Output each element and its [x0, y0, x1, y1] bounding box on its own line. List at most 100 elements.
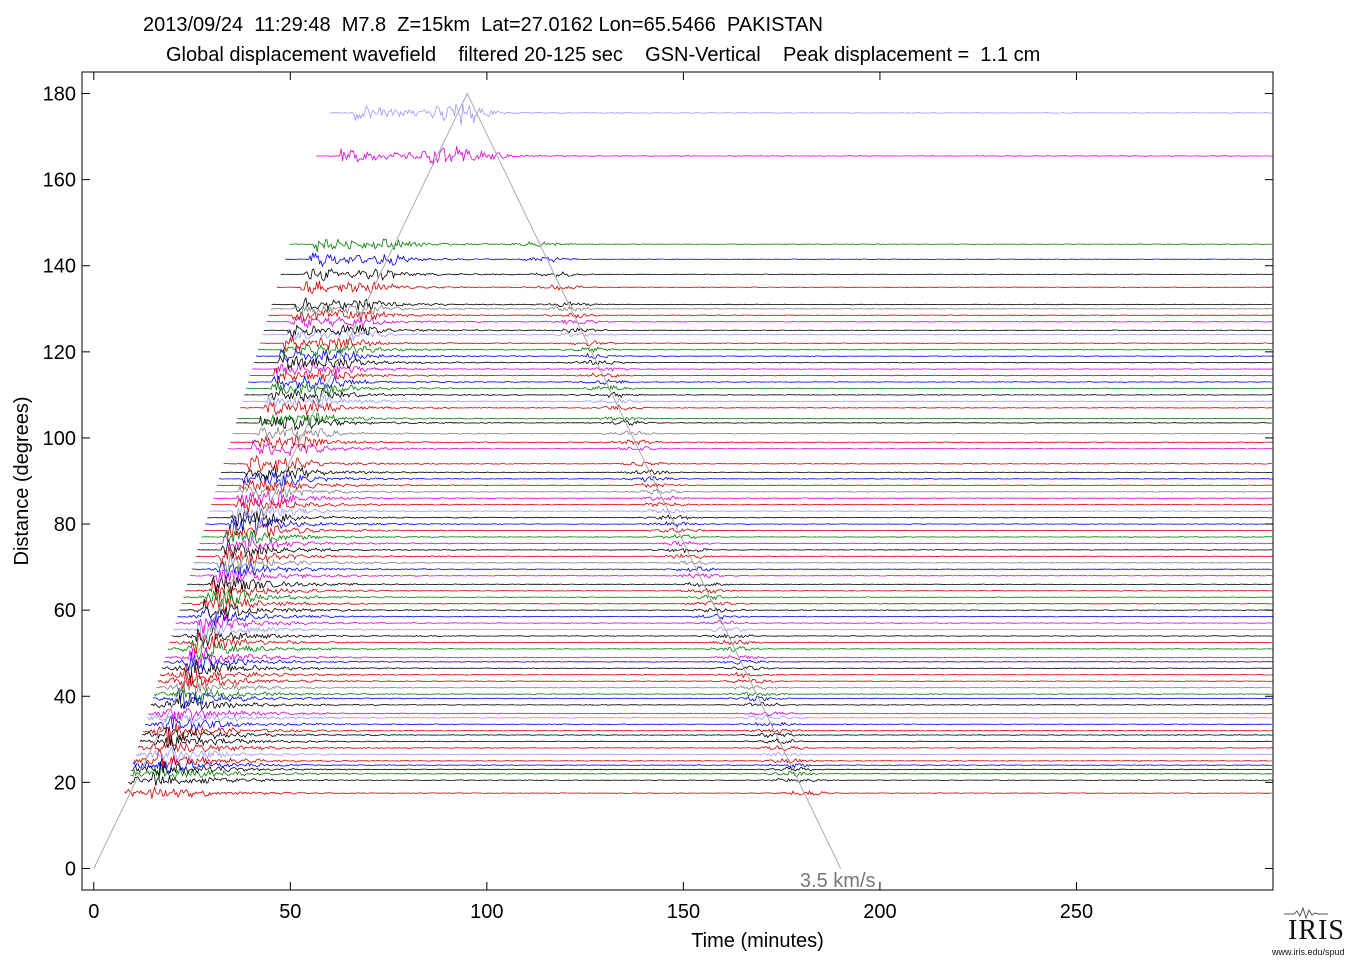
trace-72: [270, 303, 1272, 316]
trace-58: [242, 393, 1273, 408]
trace-29: [179, 598, 1272, 619]
x-tick-label-200: 200: [863, 901, 896, 923]
chart-subtitle: Global displacement wavefield filtered 2…: [166, 44, 1041, 66]
trace-56: [237, 412, 1272, 426]
trace-23: [167, 639, 1273, 660]
trace-62: [250, 367, 1273, 382]
y-tick-label-160: 160: [43, 170, 76, 192]
x-tick-label-100: 100: [470, 901, 503, 923]
y-tick-label-140: 140: [43, 256, 76, 278]
trace-34: [189, 569, 1273, 583]
trace-77: [289, 238, 1273, 252]
trace-21: [163, 651, 1273, 672]
trace-9: [141, 727, 1273, 747]
trace-37: [195, 547, 1273, 565]
logo-wordmark: IRIS: [1288, 915, 1345, 946]
trace-2: [130, 764, 1273, 780]
trace-75: [280, 268, 1273, 281]
trace-68: [262, 327, 1273, 342]
trace-55: [235, 415, 1272, 432]
trace-3: [131, 760, 1273, 777]
x-tick-label-0: 0: [88, 901, 99, 923]
x-axis-label: Time (minutes): [691, 930, 824, 952]
trace-10: [142, 722, 1273, 743]
trace-16: [153, 688, 1273, 703]
y-tick-label-60: 60: [54, 600, 76, 622]
trace-1: [127, 772, 1273, 786]
trace-33: [187, 574, 1273, 594]
trace-32: [185, 579, 1273, 600]
trace-73: [271, 296, 1272, 313]
trace-25: [171, 626, 1273, 647]
trace-15: [152, 687, 1273, 709]
trace-69: [263, 324, 1273, 339]
logo-url: www.iris.edu/spud: [1272, 947, 1345, 957]
trace-74: [276, 280, 1273, 294]
trace-31: [183, 587, 1273, 608]
trace-67: [259, 336, 1273, 351]
trace-71: [268, 308, 1273, 322]
trace-54: [232, 425, 1273, 441]
trace-38: [197, 539, 1273, 558]
trace-13: [148, 708, 1273, 723]
trace-26: [173, 618, 1273, 641]
trace-46: [213, 489, 1273, 507]
y-tick-label-0: 0: [65, 858, 76, 880]
seismogram-icon: [1284, 906, 1328, 919]
velocity-reference-line: [93, 92, 842, 869]
trace-53: [229, 434, 1273, 450]
y-tick-label-40: 40: [54, 686, 76, 708]
trace-11: [144, 715, 1272, 732]
trace-7: [137, 737, 1273, 753]
trace-41: [203, 520, 1273, 538]
trace-52: [228, 439, 1273, 457]
trace-27: [175, 614, 1273, 634]
trace-66: [257, 343, 1272, 357]
chart-title: 2013/09/24 11:29:48 M7.8 Z=15km Lat=27.0…: [143, 14, 823, 36]
trace-45: [211, 496, 1273, 513]
trace-30: [181, 592, 1273, 614]
trace-59: [244, 387, 1273, 403]
trace-48: [217, 478, 1273, 493]
trace-12: [146, 712, 1273, 724]
y-tick-label-180: 180: [43, 84, 76, 106]
trace-39: [199, 535, 1273, 551]
trace-79: [329, 102, 1272, 126]
trace-22: [165, 646, 1273, 665]
trace-78: [316, 146, 1273, 166]
x-tick-label-50: 50: [279, 901, 301, 923]
plot-frame: [81, 71, 1274, 891]
trace-20: [161, 658, 1273, 679]
trace-61: [248, 374, 1272, 389]
y-tick-label-20: 20: [54, 772, 76, 794]
trace-51: [223, 455, 1273, 473]
y-tick-label-80: 80: [54, 514, 76, 536]
trace-40: [201, 529, 1272, 544]
iris-logo: IRIS www.iris.edu/spud: [1270, 905, 1360, 961]
y-tick-label-100: 100: [43, 428, 76, 450]
trace-4: [132, 756, 1272, 774]
trace-57: [240, 399, 1273, 417]
trace-17: [156, 678, 1272, 697]
trace-6: [135, 746, 1273, 762]
trace-19: [159, 663, 1273, 685]
trace-42: [205, 515, 1273, 533]
velocity-annotation: 3.5 km/s: [800, 870, 876, 892]
trace-18: [157, 671, 1273, 690]
x-tick-label-150: 150: [667, 901, 700, 923]
x-tick-label-250: 250: [1060, 901, 1093, 923]
trace-28: [177, 607, 1273, 626]
trace-65: [255, 347, 1273, 363]
trace-70: [266, 315, 1273, 330]
trace-47: [215, 485, 1272, 499]
trace-63: [252, 362, 1273, 377]
trace-60: [246, 380, 1273, 396]
trace-50: [220, 465, 1273, 482]
trace-8: [139, 734, 1273, 752]
trace-49: [218, 471, 1273, 486]
trace-64: [254, 354, 1273, 371]
y-axis-label: Distance (degrees): [11, 397, 33, 566]
trace-36: [193, 552, 1273, 574]
trace-44: [209, 502, 1273, 521]
